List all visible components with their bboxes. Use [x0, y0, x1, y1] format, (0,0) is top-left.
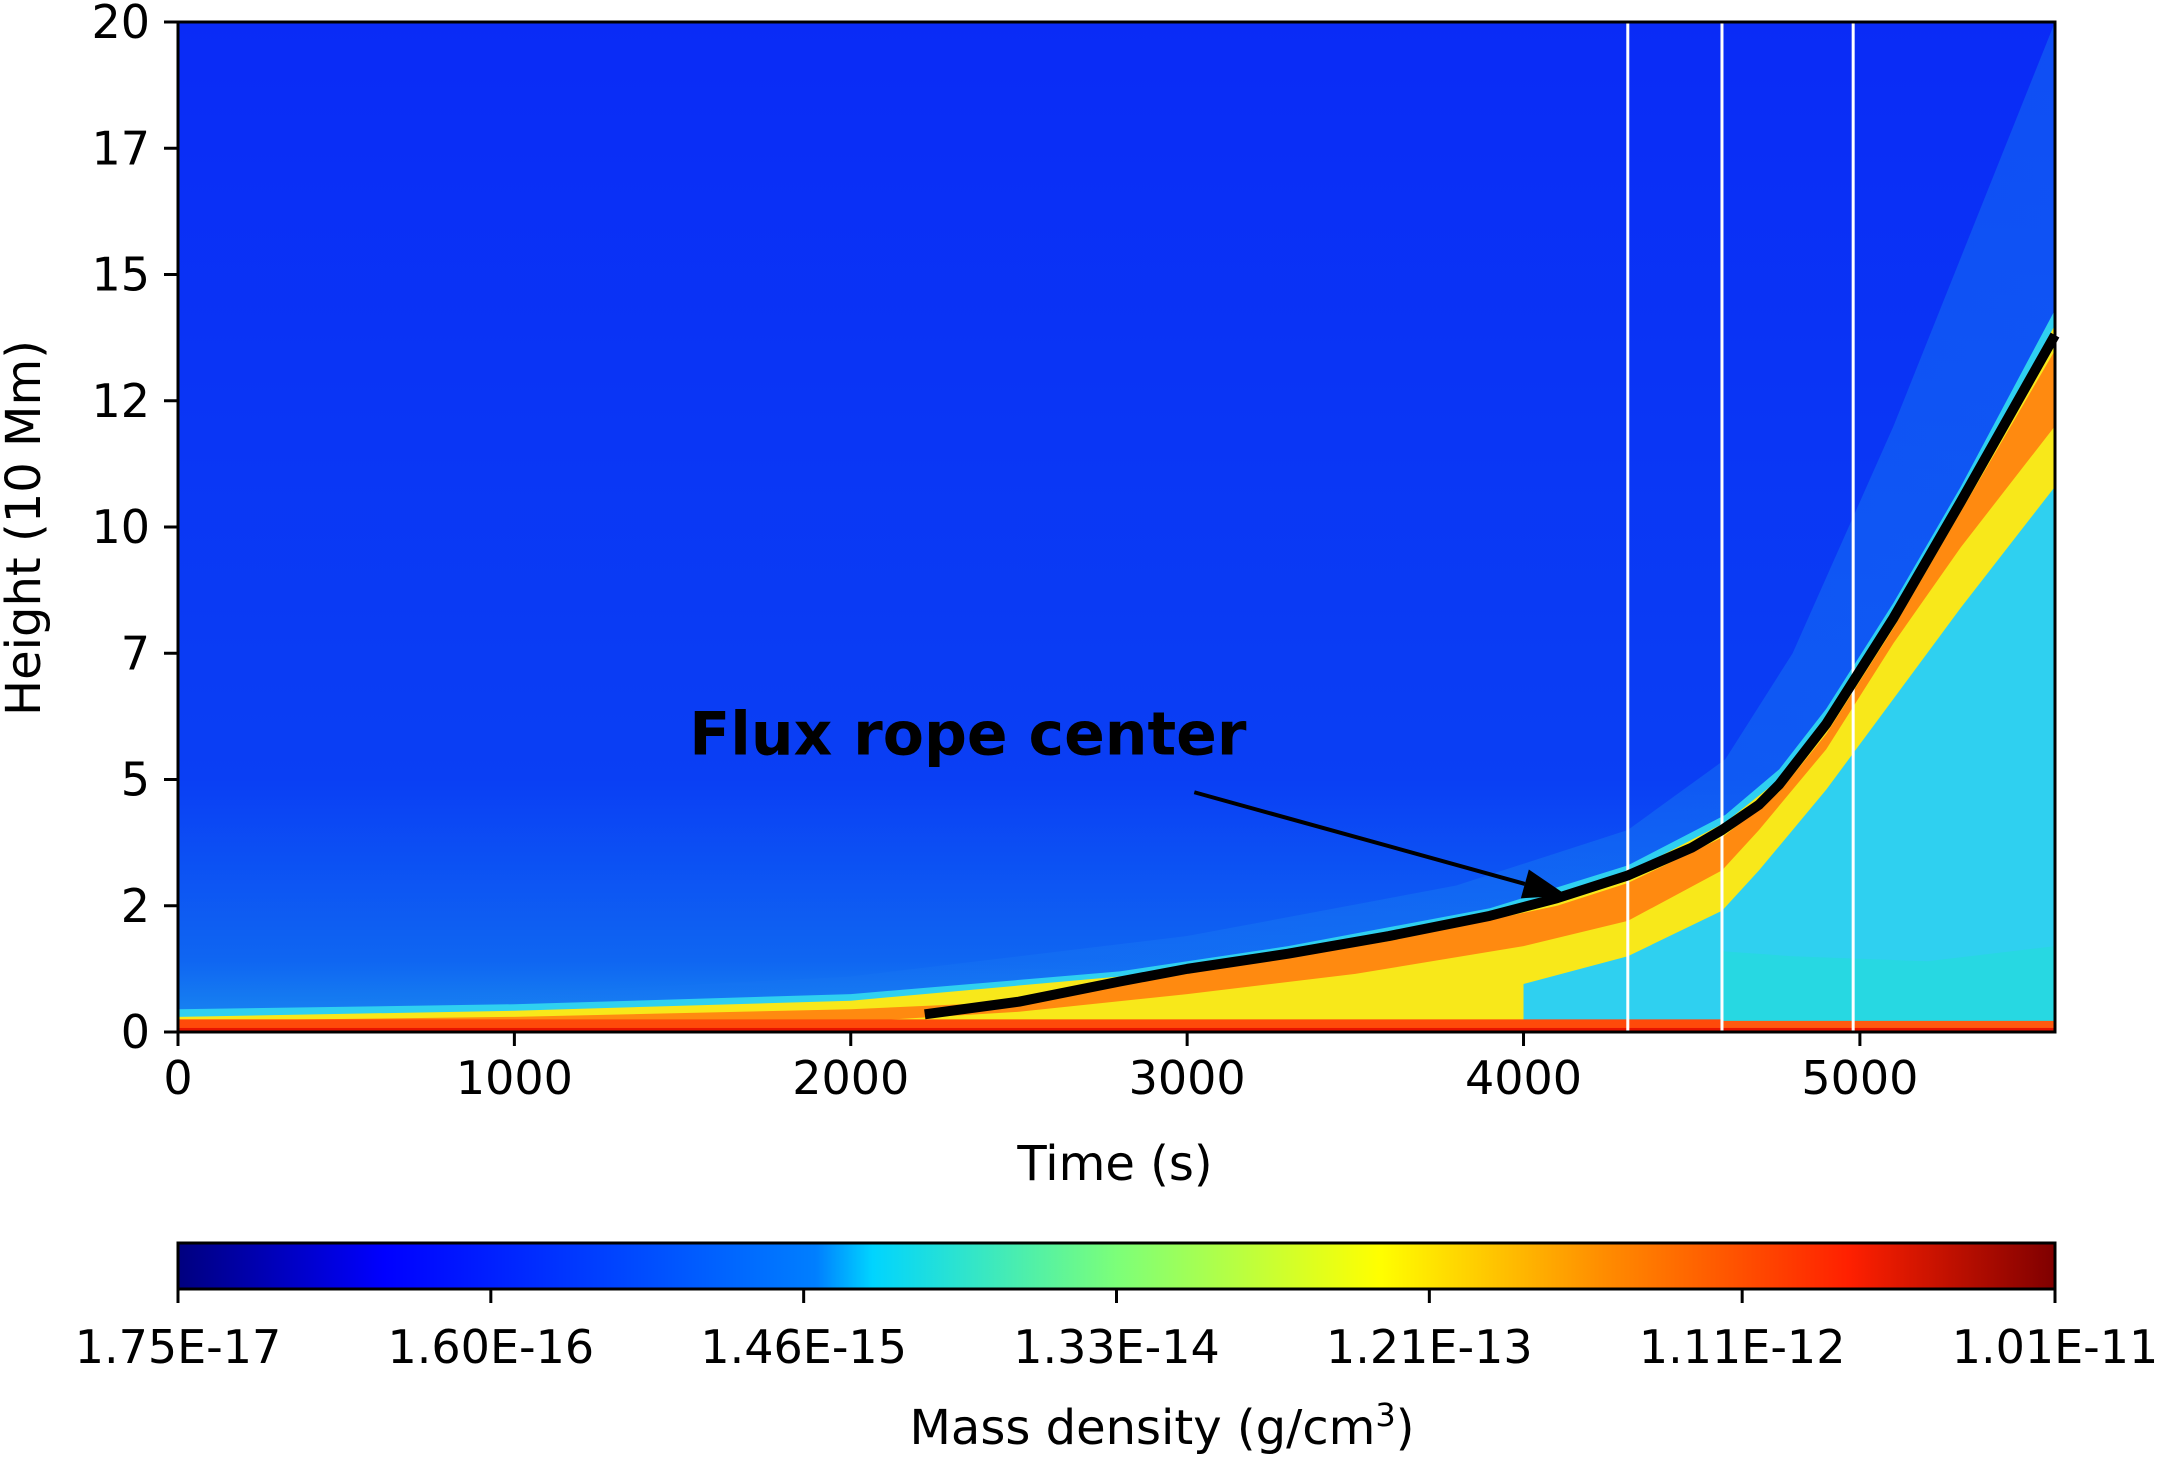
density-field	[178, 22, 2055, 1032]
colorbar-label: Mass density (g/cm3)	[910, 1396, 1415, 1456]
x-axis-label: Time (s)	[1016, 1136, 1212, 1192]
annotation-arrow-shaft	[1193, 790, 1526, 886]
x-tick-label: 1000	[456, 1051, 573, 1105]
y-tick-label: 15	[91, 248, 150, 302]
x-tick-label: 4000	[1465, 1051, 1582, 1105]
y-tick-label: 10	[91, 500, 150, 554]
x-tick-label: 0	[163, 1051, 192, 1105]
colorbar-tick-label: 1.33E-14	[1013, 1320, 1220, 1374]
y-tick-label: 7	[121, 626, 150, 680]
y-tick-label: 12	[91, 374, 150, 428]
y-tick-label: 5	[121, 753, 150, 807]
colorbar-label-end: )	[1396, 1400, 1415, 1456]
y-tick-label: 20	[91, 0, 150, 49]
colorbar-tick-label: 1.75E-17	[75, 1320, 282, 1374]
field-base-red	[178, 1027, 2055, 1032]
field-base-band-right	[1721, 1020, 2055, 1032]
colorbar-tick-label: 1.21E-13	[1326, 1320, 1533, 1374]
colorbar-tick-label: 1.01E-11	[1952, 1320, 2159, 1374]
colorbar-tick-label: 1.46E-15	[700, 1320, 907, 1374]
flux-rope-center-line	[924, 332, 2060, 1020]
x-tick-label: 2000	[792, 1051, 909, 1105]
y-axis-ticks: 0 2 5 7 10 12 15 17 20	[91, 0, 178, 1059]
colorbar-label-text: Mass density (g/cm	[910, 1400, 1376, 1456]
y-axis-label: Height (10 Mm)	[0, 340, 52, 716]
colorbar-ticks: 1.75E-17 1.60E-16 1.46E-15 1.33E-14 1.21E-13…	[75, 1289, 2159, 1374]
vertical-markers	[1626, 22, 1855, 1032]
colorbar	[176, 1241, 2057, 1291]
x-tick-label: 3000	[1129, 1051, 1246, 1105]
colorbar-label-sup: 3	[1375, 1396, 1395, 1434]
colorbar-tick-label: 1.11E-12	[1639, 1320, 1846, 1374]
colorbar-tick-label: 1.60E-16	[388, 1320, 595, 1374]
annotation-arrow-head	[1520, 869, 1568, 899]
y-tick-label: 17	[91, 121, 150, 175]
x-axis-ticks: 0 1000 2000 3000 4000 5000	[163, 1032, 1918, 1105]
y-tick-label: 0	[121, 1005, 150, 1059]
x-tick-label: 5000	[1801, 1051, 1918, 1105]
flux-rope-annotation: Flux rope center	[689, 699, 1247, 769]
y-tick-label: 2	[121, 879, 150, 933]
field-lower-region	[1721, 946, 2055, 1025]
